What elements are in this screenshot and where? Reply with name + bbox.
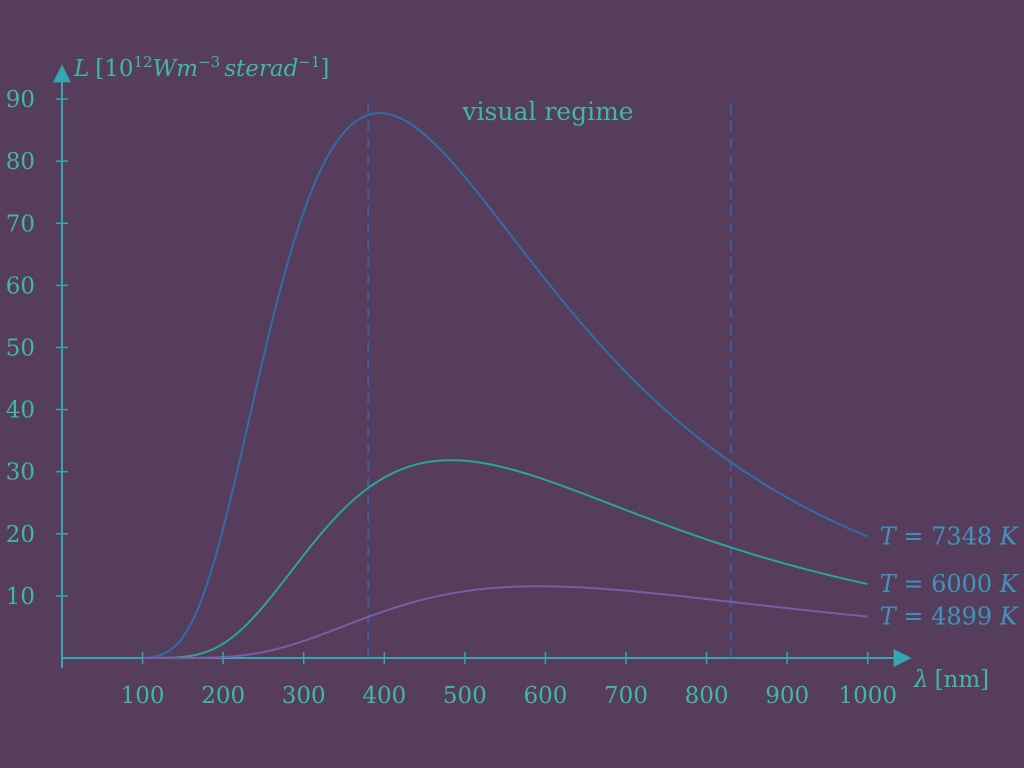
series-curves bbox=[142, 112, 869, 659]
x-tick-label: 1000 bbox=[838, 683, 897, 709]
series-line bbox=[142, 112, 869, 659]
y-tick-label: 80 bbox=[6, 149, 35, 175]
y-tick-label: 20 bbox=[6, 522, 35, 548]
y-tick-label: 50 bbox=[6, 335, 35, 361]
x-ticks: 100 200 300 400 500 600 700 800 900 1000 bbox=[121, 652, 897, 709]
series-line bbox=[142, 585, 868, 659]
x-tick-label: 200 bbox=[201, 683, 245, 709]
y-tick-label: 90 bbox=[6, 87, 35, 113]
y-tick-label: 70 bbox=[6, 211, 35, 237]
y-tick-label: 60 bbox=[6, 273, 35, 299]
axes bbox=[53, 64, 912, 668]
x-tick-label: 900 bbox=[765, 683, 809, 709]
y-axis-label: L [1012Wm−3 sterad−1] bbox=[73, 53, 329, 82]
x-axis-label: λ [nm] bbox=[913, 667, 989, 693]
y-tick-label: 40 bbox=[6, 398, 35, 424]
series-label: T = 6000 K bbox=[880, 570, 1020, 598]
visual-regime-bounds bbox=[367, 95, 732, 658]
y-tick-label: 10 bbox=[6, 584, 35, 610]
y-ticks: 10 20 30 40 50 60 70 80 90 bbox=[6, 87, 68, 610]
x-tick-label: 300 bbox=[282, 683, 326, 709]
series-labels: T = 7348 K T = 6000 K T = 4899 K bbox=[880, 522, 1020, 630]
x-tick-label: 800 bbox=[685, 683, 729, 709]
x-tick-label: 400 bbox=[362, 683, 406, 709]
visual-regime-annotation: visual regime bbox=[461, 97, 633, 126]
x-tick-label: 500 bbox=[443, 683, 487, 709]
x-tick-label: 100 bbox=[121, 683, 165, 709]
y-tick-label: 30 bbox=[6, 460, 35, 486]
series-line bbox=[142, 459, 868, 659]
x-tick-label: 600 bbox=[523, 683, 567, 709]
series-label: T = 4899 K bbox=[880, 603, 1020, 631]
series-label: T = 7348 K bbox=[880, 522, 1020, 550]
x-tick-label: 700 bbox=[604, 683, 648, 709]
